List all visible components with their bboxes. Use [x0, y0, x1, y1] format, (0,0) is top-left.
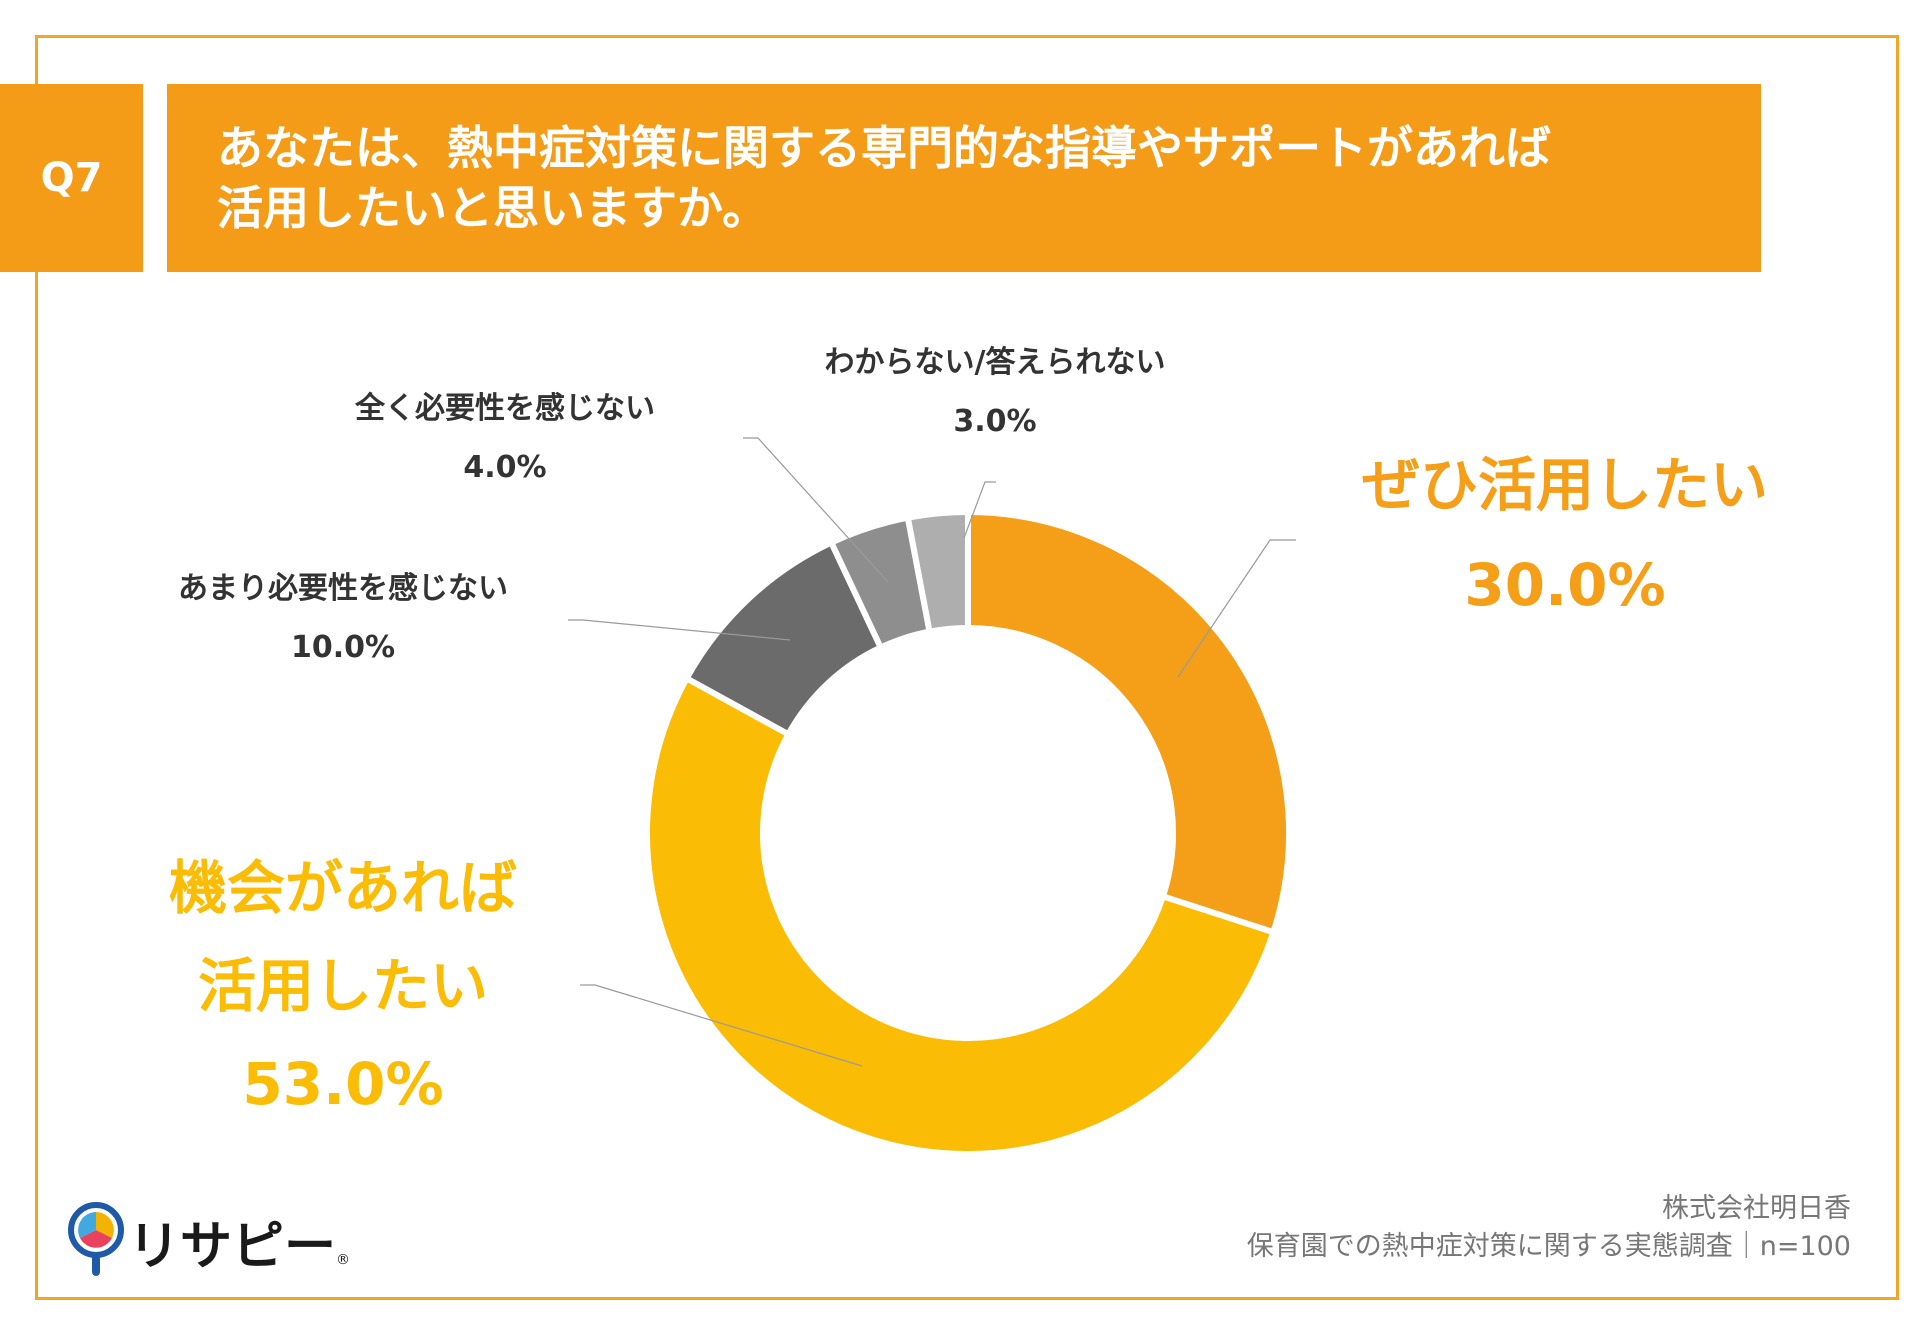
question-text-line-1: あなたは、熱中症対策に関する専門的な指導やサポートがあれば: [217, 121, 1551, 175]
leader-line-s0: [1177, 539, 1296, 678]
logo-pin-icon: [68, 1202, 124, 1276]
chart-frame: [35, 35, 1899, 1300]
label-s1-name-line2: 活用したい: [198, 952, 488, 1020]
label-s4-value: 3.0%: [953, 404, 1036, 439]
leader-line-s3: [743, 437, 889, 583]
question-number-badge: Q7: [0, 84, 143, 272]
donut-slice-0: [965, 508, 1292, 936]
question-header: あなたは、熱中症対策に関する専門的な指導やサポートがあれば 活用したいと思います…: [167, 84, 1761, 272]
label-s0-name: ぜひ活用したい: [1362, 451, 1768, 519]
label-s1-name-line1: 機会があれば: [169, 854, 517, 922]
donut-slices: [644, 508, 1292, 1157]
donut-slice-4: [904, 508, 971, 636]
risapy-logo: リサピー®: [68, 1200, 350, 1280]
company-name: 株式会社明日香: [1662, 1193, 1851, 1224]
label-s3-value: 4.0%: [463, 450, 546, 485]
label-s1-value: 53.0%: [242, 1050, 443, 1118]
leader-line-s4: [963, 481, 996, 539]
logo-text: リサピー: [128, 1217, 337, 1277]
logo-wordmark: リサピー®: [128, 1204, 350, 1279]
label-s2-name: あまり必要性を感じない: [178, 571, 508, 606]
label-s4-name: わからない/答えられない: [825, 345, 1166, 380]
leader-line-s2: [568, 619, 791, 641]
label-s3-name: 全く必要性を感じない: [354, 391, 655, 426]
label-s2-value: 10.0%: [291, 630, 395, 665]
question-text-line-2: 活用したいと思いますか。: [217, 181, 769, 235]
source-footer: 株式会社明日香 保育園での熱中症対策に関する実態調査｜n=100: [1247, 1190, 1851, 1266]
survey-name: 保育園での熱中症対策に関する実態調査｜n=100: [1246, 1231, 1851, 1262]
label-s0-value: 30.0%: [1464, 551, 1665, 619]
donut-slice-1: [644, 674, 1278, 1157]
registered-mark: ®: [336, 1252, 351, 1268]
leader-line-s1: [580, 984, 863, 1067]
leader-lines: [568, 437, 1296, 1067]
